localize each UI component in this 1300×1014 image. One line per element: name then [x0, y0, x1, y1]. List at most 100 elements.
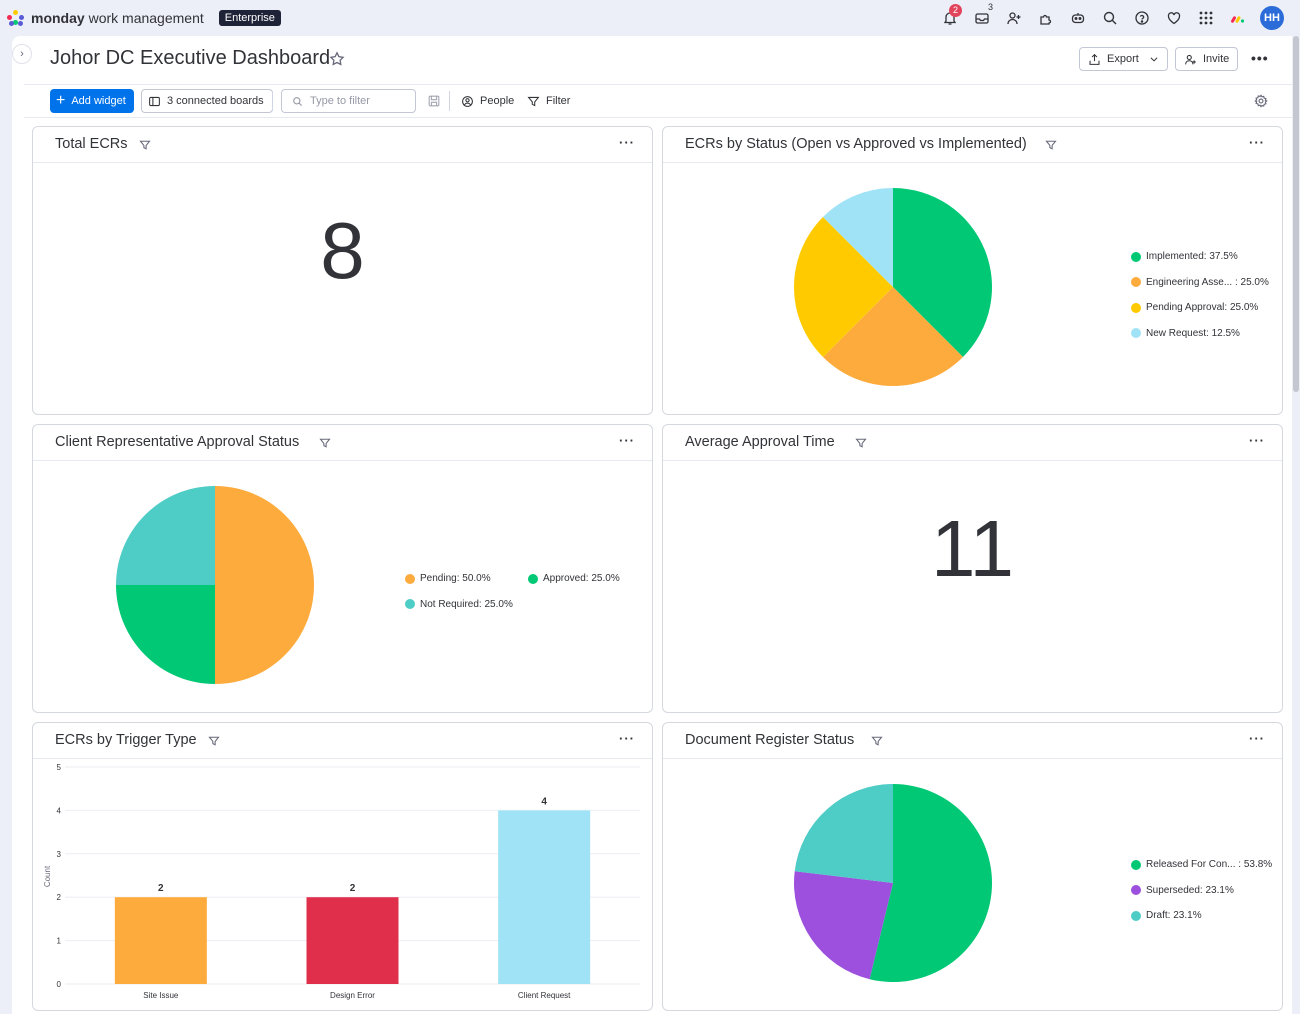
legend-dot [405, 573, 415, 584]
widget-more-icon[interactable]: ··· [619, 135, 635, 150]
sidebar-expand-chevron-icon[interactable]: › [12, 44, 32, 64]
funnel-icon[interactable] [319, 437, 331, 449]
widget-more-icon[interactable]: ··· [619, 433, 635, 448]
save-view-icon[interactable] [427, 94, 441, 108]
total-ecrs-value: 8 [320, 206, 365, 295]
y-tick-label: 1 [57, 937, 62, 946]
workspace-switcher-icon[interactable] [1222, 6, 1254, 30]
widget-title[interactable]: Total ECRs [55, 136, 128, 152]
scrollbar-thumb[interactable] [1293, 36, 1299, 392]
favorite-star-icon[interactable] [329, 51, 345, 67]
more-options-icon[interactable]: ••• [1251, 50, 1269, 66]
funnel-icon[interactable] [1045, 139, 1057, 151]
widget-more-icon[interactable]: ··· [1249, 433, 1265, 448]
legend-dot [1131, 302, 1141, 313]
monday-logo-icon [6, 9, 26, 27]
legend-item[interactable]: Pending Approval: 25.0% [1131, 295, 1269, 321]
funnel-icon[interactable] [855, 437, 867, 449]
people-label: People [480, 95, 515, 107]
favorites-heart-icon[interactable] [1158, 6, 1190, 30]
bar-client-request[interactable] [498, 810, 591, 984]
pie-slice-pending-approval[interactable] [794, 216, 893, 358]
app-grid-icon[interactable] [1190, 6, 1222, 30]
filter-button[interactable]: Filter [527, 89, 570, 113]
inbox-count-badge: 3 [987, 2, 993, 12]
widget-title[interactable]: Average Approval Time [685, 434, 835, 450]
widget-average-approval-time: Average Approval Time ··· 11 [662, 424, 1283, 713]
bar-design-error[interactable] [306, 897, 399, 984]
legend-item[interactable]: Pending: 50.0% [405, 566, 528, 592]
bar-value-label: 4 [541, 796, 547, 807]
ecrs-status-pie-chart[interactable] [793, 187, 993, 387]
widget-client-approval-status: Client Representative Approval Status ··… [32, 424, 653, 713]
pie-slice-approved[interactable] [116, 585, 215, 684]
page-title[interactable]: Johor DC Executive Dashboard [50, 47, 331, 69]
invite-label: Invite [1203, 53, 1230, 65]
legend-label: Pending: 50.0% [420, 573, 491, 585]
client-approval-pie-chart[interactable] [115, 485, 315, 685]
legend-item[interactable]: Not Required: 25.0% [405, 592, 645, 618]
legend-item[interactable]: Approved: 25.0% [528, 566, 620, 592]
y-tick-label: 2 [57, 893, 62, 902]
toolbar-divider [449, 91, 450, 111]
filter-placeholder: Type to filter [310, 95, 370, 107]
legend-item[interactable]: Engineering Asse... : 25.0% [1131, 270, 1269, 296]
legend-label: Released For Con... : 53.8% [1146, 859, 1273, 871]
pie-slice-draft[interactable] [794, 784, 893, 883]
x-tick-label: Design Error [330, 991, 375, 1000]
add-widget-button[interactable]: + Add widget [50, 89, 134, 113]
chart-legend: Implemented: 37.5% Engineering Asse... :… [1131, 244, 1269, 346]
bar-site-issue[interactable] [114, 897, 207, 984]
search-icon[interactable] [1094, 6, 1126, 30]
widget-document-register-status: Document Register Status ··· Released Fo… [662, 722, 1283, 1011]
legend-item[interactable]: New Request: 12.5% [1131, 321, 1269, 347]
pie-slice-new-request[interactable] [822, 188, 893, 287]
pie-slice-not-required[interactable] [116, 486, 215, 585]
invite-button[interactable]: Invite [1175, 47, 1239, 71]
pie-slice-released-for-con[interactable] [869, 784, 992, 982]
legend-item[interactable]: Draft: 23.1% [1131, 903, 1272, 929]
legend-item[interactable]: Superseded: 23.1% [1131, 878, 1272, 904]
pie-slice-engineering-asse[interactable] [822, 287, 964, 386]
widget-more-icon[interactable]: ··· [1249, 731, 1265, 746]
widget-more-icon[interactable]: ··· [1249, 135, 1265, 150]
widget-title[interactable]: ECRs by Trigger Type [55, 732, 197, 748]
widget-title[interactable]: Client Representative Approval Status [55, 434, 300, 450]
widget-header: Client Representative Approval Status ··… [33, 425, 652, 461]
gear-icon[interactable] [1254, 94, 1268, 108]
help-icon[interactable] [1126, 6, 1158, 30]
people-filter-button[interactable]: People [461, 89, 514, 113]
notifications-bell-icon[interactable]: 2 [934, 4, 966, 30]
funnel-icon[interactable] [208, 735, 220, 747]
search-filter-input[interactable]: Type to filter [281, 89, 416, 113]
dashboard-toolbar: + Add widget 3 connected boards Type to … [24, 84, 1292, 118]
funnel-icon[interactable] [871, 735, 883, 747]
invite-members-icon[interactable] [998, 6, 1030, 30]
widget-more-icon[interactable]: ··· [619, 731, 635, 746]
legend-dot [1131, 277, 1141, 288]
pie-slice-implemented[interactable] [893, 188, 992, 358]
legend-label: Engineering Asse... : 25.0% [1146, 276, 1269, 288]
user-avatar[interactable]: HH [1260, 6, 1284, 30]
app-logo[interactable]: monday work management [6, 9, 204, 27]
legend-label: Pending Approval: 25.0% [1146, 302, 1259, 314]
plus-icon: + [56, 92, 66, 109]
widget-title[interactable]: Document Register Status [685, 732, 855, 748]
export-button[interactable]: Export [1079, 47, 1168, 71]
apps-marketplace-icon[interactable] [1030, 6, 1062, 30]
ai-assistant-icon[interactable] [1062, 6, 1094, 30]
legend-item[interactable]: Released For Con... : 53.8% [1131, 852, 1272, 878]
page-scrollbar[interactable] [1292, 36, 1300, 1014]
funnel-icon[interactable] [139, 139, 151, 151]
document-register-pie-chart[interactable] [793, 783, 993, 983]
legend-label: Not Required: 25.0% [420, 598, 513, 610]
legend-item[interactable]: Implemented: 37.5% [1131, 244, 1269, 270]
legend-dot [1131, 859, 1141, 870]
trigger-type-bar-chart[interactable]: 0 1 2 3 4 5 Count 2 Site Issue 2 Design Error 4 Clie… [33, 759, 652, 1011]
widget-header: ECRs by Trigger Type ··· [33, 723, 652, 759]
widget-title[interactable]: ECRs by Status (Open vs Approved vs Impl… [685, 136, 1027, 152]
pie-slice-superseded[interactable] [794, 871, 893, 980]
inbox-icon[interactable]: 3 [966, 2, 998, 30]
pie-slice-pending[interactable] [215, 486, 314, 684]
connected-boards-button[interactable]: 3 connected boards [141, 89, 273, 113]
